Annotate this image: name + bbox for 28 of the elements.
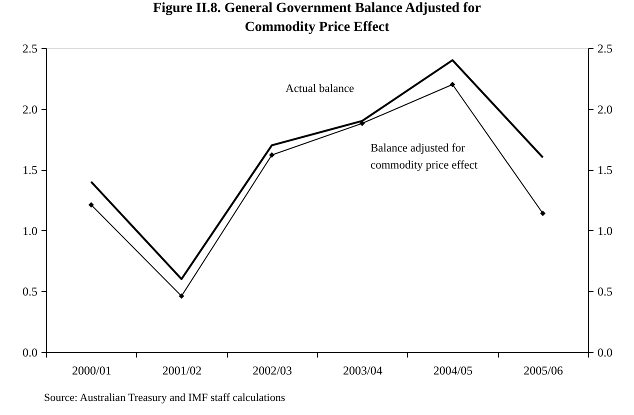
x-tick-label: 2003/04 <box>342 364 382 378</box>
point <box>269 152 275 158</box>
y-tick-label: 2.5 <box>22 42 38 56</box>
point <box>540 210 546 216</box>
y2-tick-label: 1.5 <box>598 163 612 178</box>
y2-tick-label: 2.5 <box>598 42 612 56</box>
y-tick-label: 2.0 <box>22 102 38 116</box>
x-tick-label: 2004/05 <box>433 364 473 378</box>
y2-tick-label: 1.0 <box>598 224 612 238</box>
point <box>178 293 184 299</box>
text: Actual balance <box>286 82 354 95</box>
y-tick-label: 1.5 <box>22 163 38 178</box>
point <box>88 202 94 208</box>
point <box>450 82 456 88</box>
y2-tick-label: 0.5 <box>598 284 612 299</box>
source-note: Source: Australian Treasury and IMF staff calculations <box>44 392 286 404</box>
y2-tick-label: 2.0 <box>598 102 612 116</box>
x-tick-label: 2001/02 <box>162 364 202 378</box>
x-tick-label: 2002/03 <box>252 364 292 378</box>
x-tick-label: 2000/01 <box>72 364 112 378</box>
y-tick-label: 0.0 <box>22 346 38 360</box>
text: Figure II.8. General Government Balance Adjusted for <box>153 1 481 16</box>
y-tick-label: 1.0 <box>22 224 38 238</box>
series-label: Balance adjusted for commodity price effect <box>370 142 478 172</box>
text: Commodity Price Effect <box>244 20 390 35</box>
x-tick-label: 2005/06 <box>524 364 564 378</box>
y2-tick-label: 0.0 <box>598 346 612 360</box>
y-tick-label: 0.5 <box>22 284 38 299</box>
